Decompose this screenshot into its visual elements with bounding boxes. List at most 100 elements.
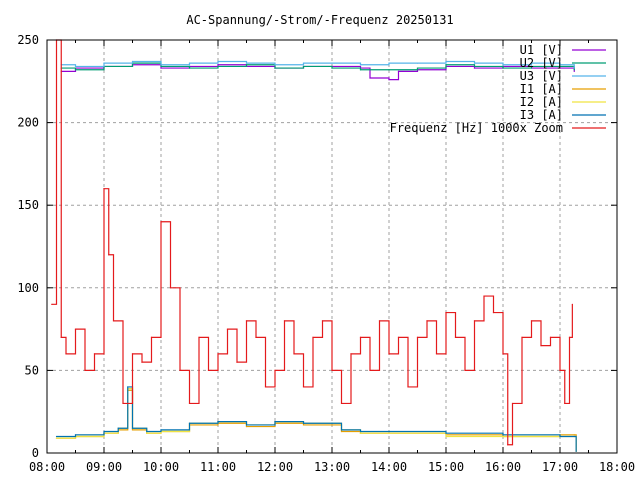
data-point bbox=[245, 62, 248, 64]
data-point bbox=[331, 62, 333, 64]
data-point bbox=[74, 69, 77, 71]
data-point bbox=[302, 422, 305, 424]
data-point bbox=[407, 386, 409, 388]
x-tick-label: 11:00 bbox=[200, 460, 236, 474]
data-point bbox=[388, 432, 390, 434]
data-point bbox=[245, 320, 248, 322]
data-point bbox=[331, 422, 333, 424]
data-point bbox=[369, 369, 371, 371]
legend: U1 [V]U2 [V]U3 [V]I1 [A]I2 [A]I3 [A]Freq… bbox=[390, 43, 606, 135]
legend-label: Frequenz [Hz] 1000x Zoom bbox=[390, 121, 563, 135]
data-point bbox=[255, 336, 257, 338]
data-point bbox=[188, 62, 191, 64]
data-point bbox=[207, 369, 210, 371]
data-point bbox=[160, 221, 162, 223]
data-point bbox=[226, 328, 229, 330]
series-line-3 bbox=[56, 389, 577, 452]
legend-label: I2 [A] bbox=[520, 95, 563, 109]
data-point bbox=[179, 369, 181, 371]
series-line-4 bbox=[56, 387, 577, 452]
data-point bbox=[274, 369, 276, 371]
data-point bbox=[51, 303, 53, 305]
data-point bbox=[103, 430, 105, 433]
data-point bbox=[217, 64, 219, 66]
data-point bbox=[571, 303, 573, 305]
legend-label: I3 [A] bbox=[520, 108, 563, 122]
data-point bbox=[530, 62, 533, 64]
data-point bbox=[160, 65, 162, 68]
y-tick-label: 50 bbox=[25, 363, 39, 377]
data-point bbox=[217, 421, 219, 423]
data-point bbox=[245, 424, 248, 426]
legend-label: U1 [V] bbox=[520, 43, 563, 57]
data-point bbox=[331, 67, 333, 69]
x-tick-label: 14:00 bbox=[371, 460, 407, 474]
legend-label: U3 [V] bbox=[520, 69, 563, 83]
data-point bbox=[502, 353, 504, 355]
data-point bbox=[502, 67, 504, 69]
data-point bbox=[575, 450, 577, 452]
data-point bbox=[397, 70, 400, 72]
data-point bbox=[445, 432, 447, 434]
x-tick-label: 15:00 bbox=[428, 460, 464, 474]
data-point bbox=[74, 65, 77, 68]
data-point bbox=[160, 67, 162, 69]
data-point bbox=[445, 311, 447, 314]
data-point bbox=[160, 64, 162, 66]
data-point bbox=[264, 386, 267, 388]
x-tick-label: 13:00 bbox=[314, 460, 350, 474]
data-point bbox=[540, 345, 542, 347]
data-point bbox=[573, 67, 575, 69]
data-point bbox=[502, 435, 504, 438]
data-point bbox=[131, 60, 134, 63]
data-point bbox=[416, 62, 419, 64]
data-point bbox=[55, 437, 58, 439]
data-point bbox=[150, 336, 153, 338]
data-point bbox=[131, 427, 134, 429]
data-point bbox=[108, 254, 110, 256]
y-tick-label: 100 bbox=[17, 281, 39, 295]
data-point bbox=[388, 353, 390, 355]
data-point bbox=[473, 65, 476, 68]
data-point bbox=[568, 336, 571, 338]
data-point bbox=[359, 336, 362, 338]
data-point bbox=[378, 320, 381, 322]
y-tick-label: 0 bbox=[32, 446, 39, 460]
data-point bbox=[564, 402, 566, 405]
data-point bbox=[103, 188, 105, 190]
data-point bbox=[146, 432, 148, 434]
series-line-6 bbox=[51, 39, 573, 446]
plot-border bbox=[46, 39, 618, 454]
data-point bbox=[464, 369, 466, 371]
data-point bbox=[511, 402, 514, 405]
legend-label: I1 [A] bbox=[520, 82, 563, 96]
data-point bbox=[559, 64, 561, 66]
chart-title: AC-Spannung/-Strom/-Frequenz 20250131 bbox=[186, 13, 453, 27]
data-point bbox=[331, 424, 333, 426]
data-point bbox=[131, 353, 134, 355]
data-point bbox=[321, 320, 324, 322]
data-point bbox=[350, 353, 352, 355]
data-point bbox=[559, 435, 561, 438]
data-point bbox=[60, 336, 62, 338]
data-point bbox=[573, 434, 575, 436]
legend-label: U2 [V] bbox=[520, 56, 563, 70]
axis-ticks: 08:00 09:00 10:00 11:00 12:00 13:00 14:00 15:00… bbox=[17, 33, 635, 474]
data-point bbox=[473, 67, 476, 69]
data-point bbox=[274, 64, 276, 66]
data-point bbox=[117, 427, 119, 429]
data-point bbox=[530, 65, 533, 68]
y-tick-label: 150 bbox=[17, 198, 39, 212]
data-point bbox=[302, 65, 305, 68]
data-point bbox=[359, 69, 362, 71]
data-point bbox=[217, 353, 219, 355]
x-tick-label: 10:00 bbox=[143, 460, 179, 474]
data-point bbox=[340, 430, 343, 433]
x-tick-label: 08:00 bbox=[29, 460, 65, 474]
data-point bbox=[530, 320, 533, 322]
data-point bbox=[146, 430, 148, 433]
data-point bbox=[293, 353, 295, 355]
y-tick-label: 250 bbox=[17, 33, 39, 47]
